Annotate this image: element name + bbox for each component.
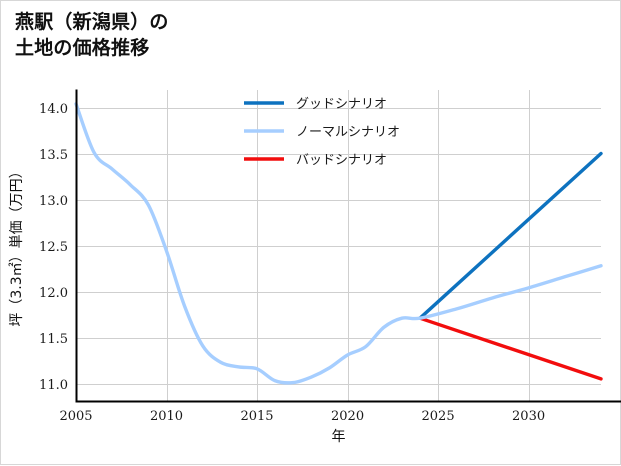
y-tick-label: 13.0 [39, 194, 68, 209]
y-tick-label: 12.0 [39, 286, 68, 301]
series-line [76, 104, 601, 383]
series-lines [76, 104, 601, 383]
y-tick-label: 14.0 [39, 102, 68, 117]
y-axis-label: 坪（3.3㎡）単価（万円） [9, 164, 25, 326]
horizontal-gridlines [76, 109, 601, 385]
x-tick-label: 2010 [150, 409, 183, 424]
x-tick-label: 2030 [512, 409, 545, 424]
x-tick-label: 2005 [59, 409, 92, 424]
x-axis-tick-labels: 2005 2010 2015 2020 2025 2030 [59, 409, 545, 424]
y-tick-label: 11.5 [39, 332, 68, 347]
legend-label: ノーマルシナリオ [296, 125, 400, 140]
x-tick-label: 2015 [240, 409, 273, 424]
x-tick-label: 2025 [422, 409, 455, 424]
legend-label: バッドシナリオ [296, 153, 387, 168]
y-axis-tick-labels: 11.0 11.5 12.0 12.5 13.0 13.5 14.0 [39, 102, 68, 393]
y-tick-label: 13.5 [39, 148, 68, 163]
y-tick-label: 11.0 [39, 378, 68, 393]
series-line [420, 318, 601, 379]
y-tick-label: 12.5 [39, 240, 68, 255]
x-tick-label: 2020 [331, 409, 364, 424]
legend-label: グッドシナリオ [296, 97, 387, 112]
x-axis-label: 年 [332, 429, 346, 445]
